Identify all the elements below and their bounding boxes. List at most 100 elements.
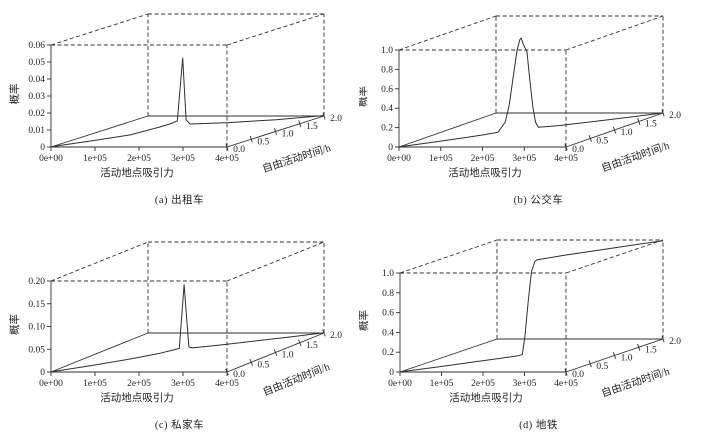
x-tick-label: 0e+00	[388, 379, 412, 389]
z-tick-label: 0.8	[381, 65, 393, 75]
x-tick-label: 2e+05	[471, 154, 495, 164]
z-tick-label: 0.03	[28, 92, 45, 102]
y-tick-label: 1.0	[621, 354, 633, 364]
x-tick-label: 4e+05	[215, 154, 239, 164]
plot3d-bus: 0e+00 1e+05 2e+05 3e+05 4e+050.0 0.5 1.0 1.5 2.0…	[359, 15, 681, 179]
y-tick	[298, 120, 302, 128]
z-tick-label: 0.2	[382, 348, 394, 358]
probability-curve	[399, 240, 664, 373]
y-tick	[274, 128, 277, 135]
z-tick-label: 1.0	[382, 269, 394, 279]
x-tick-label: 3e+05	[171, 379, 195, 389]
y-tick-label: 1.5	[306, 341, 318, 351]
y-axis-label: 自由活动时间/h	[600, 139, 672, 175]
z-axis-label: 概率	[8, 84, 21, 105]
subplot-d-caption: (d) 地铁	[519, 420, 558, 431]
z-axis-label: 概率	[359, 310, 370, 331]
y-axis-label: 自由活动时间/h	[261, 360, 333, 399]
z-tick-label: 0.2	[381, 124, 393, 134]
z-tick-label: 0	[40, 143, 45, 153]
plot3d-taxi: 0e+00 1e+05 2e+05 3e+05 4e+050.0 0.5 1.0 1.5 2.0…	[8, 13, 342, 179]
z-tick-label: 1.0	[381, 46, 393, 56]
subplot-c: 0e+00 1e+05 2e+05 3e+05 4e+05 0.0 0.5 1.0 1.5 2.0…	[0, 220, 359, 440]
x-tick-label: 4e+05	[215, 379, 239, 389]
y-tick	[637, 343, 641, 351]
x-tick-label: 1e+05	[430, 379, 454, 389]
box-top-right-edge	[565, 15, 664, 51]
y-tick-label: 0.5	[596, 362, 608, 372]
box-top-right-edge	[226, 241, 325, 282]
x-tick-label: 1e+05	[83, 154, 107, 164]
plot3d-private-car: 0e+00 1e+05 2e+05 3e+05 4e+050.0 0.5 1.0 1.5 2.0…	[8, 241, 342, 404]
subplot-b-caption: (b) 公交车	[513, 195, 564, 206]
y-tick	[588, 135, 592, 142]
floor-left-edge	[50, 332, 149, 373]
x-tick-label: 2e+05	[127, 379, 151, 389]
subplot-c-caption: (c) 私家车	[154, 420, 205, 431]
x-axis-label: 活动地点吸引力	[100, 166, 174, 179]
x-axis-label: 活动地点吸引力	[448, 166, 522, 179]
box-top-left-edge	[50, 13, 149, 46]
z-axis-label: 概率	[8, 314, 21, 335]
z-tick-label: 0.05	[28, 58, 45, 68]
x-tick-label: 1e+05	[429, 154, 453, 164]
subplot-a-caption: (a) 出租车	[154, 195, 205, 206]
y-tick	[612, 126, 617, 134]
y-tick	[298, 339, 302, 347]
plot3d-subway: 0e+00 1e+05 2e+05 3e+05 4e+050.0 0.5 1.0 1.5 2.0…	[359, 239, 681, 404]
floor-left-edge	[399, 338, 498, 373]
y-tick-label: 0.5	[257, 360, 269, 370]
y-tick	[225, 143, 229, 151]
y-tick	[225, 368, 229, 376]
y-tick	[637, 118, 641, 125]
x-axis-label: 活动地点吸引力	[100, 391, 174, 404]
floor-left-edge	[50, 115, 149, 148]
x-tick-label: 2e+05	[471, 379, 495, 389]
z-tick-label: 0	[40, 368, 45, 378]
z-tick-label: 0.8	[382, 289, 394, 299]
z-tick-label: 0.06	[28, 41, 45, 51]
probability-curve	[50, 57, 325, 148]
z-tick-label: 0.20	[28, 277, 45, 287]
x-tick-label: 4e+05	[554, 154, 578, 164]
y-tick-label: 1.5	[645, 345, 657, 355]
y-tick-label: 1.5	[306, 122, 318, 132]
x-tick-label: 4e+05	[554, 379, 578, 389]
y-tick	[612, 352, 617, 359]
y-tick	[249, 135, 253, 143]
y-tick	[588, 360, 592, 368]
z-tick-label: 0.4	[382, 328, 394, 338]
z-tick-label: 0	[388, 143, 393, 153]
z-tick-label: 0.02	[28, 109, 45, 119]
z-tick-label: 0.6	[382, 309, 394, 319]
x-tick-label: 3e+05	[513, 379, 537, 389]
y-axis-label: 自由活动时间/h	[600, 364, 672, 399]
z-tick-label: 0.6	[381, 85, 393, 95]
floor-left-edge	[398, 112, 497, 148]
x-tick-label: 0e+00	[39, 154, 63, 164]
subplot-d: 0e+00 1e+05 2e+05 3e+05 4e+05 0.0 0.5 1.0 1.5 2.0…	[359, 220, 718, 440]
probability-curve	[50, 284, 325, 373]
y-tick-label: 1.0	[621, 128, 633, 138]
y-tick-label: 0.0	[572, 145, 584, 155]
x-axis-label: 活动地点吸引力	[449, 391, 523, 404]
y-tick	[661, 335, 665, 343]
y-tick-label: 2.0	[330, 114, 342, 124]
z-axis-label: 概率	[359, 86, 369, 107]
box-top-left-edge	[50, 241, 149, 282]
y-tick-label: 1.5	[645, 120, 657, 130]
y-tick-label: 1.0	[282, 130, 294, 140]
x-tick-label: 3e+05	[171, 154, 195, 164]
z-tick-label: 0	[389, 368, 394, 378]
subplot-b: 0e+00 1e+05 2e+05 3e+05 4e+05 0.0 0.5 1.0 1.5 2.0…	[359, 0, 718, 220]
y-tick-label: 0.5	[257, 137, 269, 147]
y-tick-label: 2.0	[330, 331, 342, 341]
z-tick-label: 0.15	[28, 300, 45, 310]
y-tick-label: 0.0	[233, 145, 245, 155]
y-tick	[249, 358, 253, 366]
z-tick-label: 0.10	[28, 323, 45, 333]
box-top-left-edge	[398, 15, 497, 51]
y-tick-label: 0.0	[572, 370, 584, 380]
y-tick	[273, 349, 278, 356]
